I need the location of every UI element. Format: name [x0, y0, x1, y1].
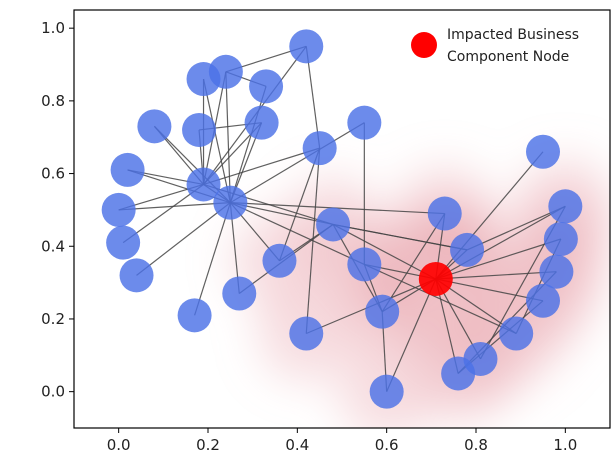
edge — [194, 202, 231, 316]
node — [450, 232, 485, 267]
node — [539, 254, 574, 289]
node — [182, 112, 217, 147]
x-tick-label: 0.0 — [107, 436, 131, 454]
y-tick-label: 0.8 — [41, 92, 65, 110]
node — [186, 167, 221, 202]
nodes — [101, 29, 583, 409]
node — [548, 189, 583, 224]
node — [208, 54, 243, 89]
edge — [364, 263, 517, 335]
node — [526, 283, 560, 318]
legend: Impacted Business Component Node — [411, 27, 579, 65]
node — [302, 131, 337, 166]
node — [347, 247, 382, 282]
edge — [386, 278, 437, 392]
edge — [466, 205, 566, 251]
node — [213, 185, 248, 220]
edge — [435, 238, 562, 280]
y-tick-label: 0.4 — [41, 237, 65, 255]
node — [110, 152, 145, 187]
edge — [381, 213, 446, 313]
node — [427, 196, 462, 231]
edge — [118, 202, 231, 211]
node — [369, 374, 404, 409]
x-axis-ticks: 0.0 0.2 0.4 0.6 0.8 1.0 — [107, 428, 577, 454]
node — [365, 294, 400, 329]
y-tick-label: 1.0 — [41, 19, 65, 37]
node — [499, 316, 534, 351]
node — [289, 316, 324, 351]
edge — [229, 86, 267, 203]
edge — [278, 147, 321, 262]
node — [441, 356, 476, 391]
node — [222, 276, 257, 311]
node — [347, 105, 382, 140]
edge — [332, 223, 437, 280]
legend-label-line1: Impacted Business — [447, 27, 579, 43]
y-axis-ticks: 0.0 0.2 0.4 0.6 0.8 1.0 — [41, 19, 74, 401]
node — [119, 258, 154, 293]
node — [316, 207, 351, 242]
edge — [230, 202, 334, 226]
node — [289, 29, 324, 64]
node — [137, 109, 172, 144]
legend-label-line2: Component Node — [447, 49, 569, 65]
node — [262, 243, 297, 278]
x-tick-label: 0.4 — [285, 436, 309, 454]
legend-marker — [411, 32, 437, 58]
edge — [305, 46, 321, 149]
node — [244, 105, 279, 140]
impacted-node — [418, 261, 453, 296]
node — [177, 298, 212, 333]
x-tick-label: 0.6 — [375, 436, 399, 454]
node — [106, 225, 141, 260]
edge — [435, 278, 544, 302]
edge — [136, 202, 231, 276]
x-tick-label: 0.2 — [196, 436, 220, 454]
edge — [202, 78, 231, 203]
edge — [230, 122, 365, 204]
x-tick-label: 0.8 — [464, 436, 488, 454]
edge — [203, 147, 320, 186]
plot-frame — [73, 9, 611, 429]
node — [101, 192, 136, 227]
y-tick-label: 0.6 — [41, 165, 65, 183]
x-tick-label: 1.0 — [553, 436, 577, 454]
edge — [230, 202, 365, 265]
edge — [435, 205, 566, 280]
node — [526, 134, 560, 169]
y-tick-label: 0.2 — [41, 310, 65, 328]
edge — [435, 271, 557, 280]
y-tick-label: 0.0 — [41, 383, 65, 401]
node — [543, 221, 578, 256]
edge — [225, 71, 231, 203]
edge — [332, 223, 468, 251]
node — [249, 69, 284, 104]
